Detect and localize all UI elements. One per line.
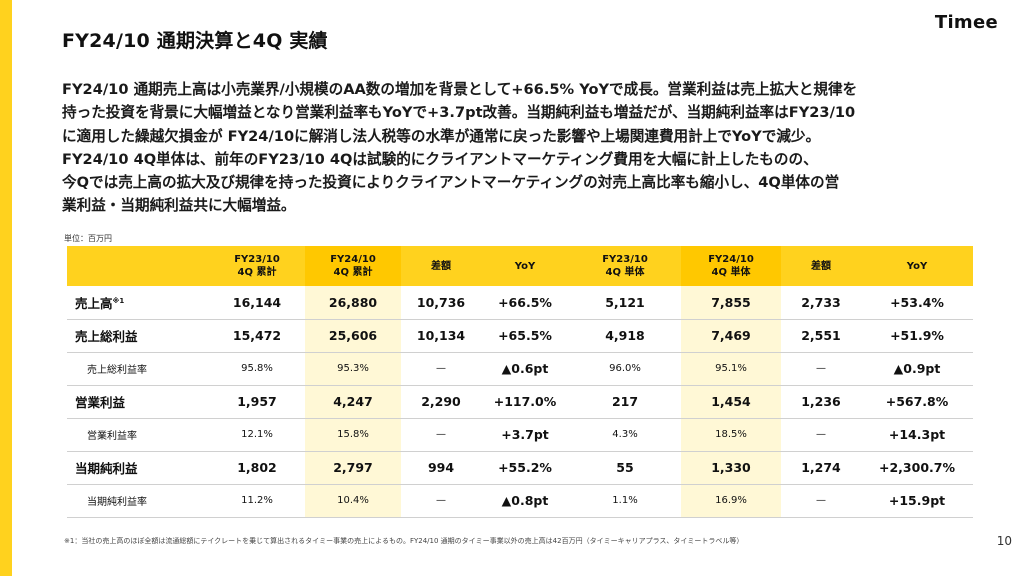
table-cell: 1,236 [781, 385, 861, 419]
table-cell: 1,454 [681, 385, 781, 419]
table-cell: +3.7pt [481, 418, 569, 452]
table-cell: +15.9pt [861, 484, 973, 518]
table-cell: 4.3% [569, 418, 681, 452]
table-cell: +51.9% [861, 319, 973, 353]
table-cell: 7,855 [681, 286, 781, 320]
unit-label: 単位：百万円 [64, 234, 112, 243]
table-cell: 7,469 [681, 319, 781, 353]
table-cell: 5,121 [569, 286, 681, 320]
table-cell: 10,134 [401, 319, 481, 353]
header-cell [67, 246, 209, 286]
table-cell: 217 [569, 385, 681, 419]
table-cell: 2,797 [305, 451, 401, 485]
header-cell: FY24/10 4Q 単体 [681, 246, 781, 286]
table-cell: — [401, 352, 481, 386]
table-cell: 25,606 [305, 319, 401, 353]
table-cell: — [781, 484, 861, 518]
table-cell: 2,551 [781, 319, 861, 353]
table-cell: 1,957 [209, 385, 305, 419]
table-cell: — [401, 418, 481, 452]
header-cell: FY23/10 4Q 単体 [569, 246, 681, 286]
table-cell: — [401, 484, 481, 518]
table-cell: 26,880 [305, 286, 401, 320]
header-cell: FY24/10 4Q 累計 [305, 246, 401, 286]
row-label: 営業利益 [67, 385, 209, 419]
table-cell: 96.0% [569, 352, 681, 386]
header-cell: 差額 [401, 246, 481, 286]
table-cell: +567.8% [861, 385, 973, 419]
table-cell: 4,247 [305, 385, 401, 419]
summary-line: に適用した繰越欠損金が FY24/10に解消し法人税等の水準が通常に戻った影響や… [62, 127, 821, 145]
table-cell: 1,802 [209, 451, 305, 485]
table-cell: ▲0.8pt [481, 484, 569, 518]
header-cell: YoY [861, 246, 973, 286]
table-cell: 1,330 [681, 451, 781, 485]
table-cell: — [781, 418, 861, 452]
table-cell: 1.1% [569, 484, 681, 518]
table-cell: 16,144 [209, 286, 305, 320]
page-title: FY24/10 通期決算と4Q 実績 [62, 30, 328, 52]
table-cell: +55.2% [481, 451, 569, 485]
table-cell: 95.3% [305, 352, 401, 386]
table-cell: ▲0.6pt [481, 352, 569, 386]
table-cell: 12.1% [209, 418, 305, 452]
table-cell: 994 [401, 451, 481, 485]
table-cell: 18.5% [681, 418, 781, 452]
table-row: 当期純利益率 11.2% 10.4% — ▲0.8pt 1.1% 16.9% — +15.9pt [67, 484, 973, 518]
table-cell: 15,472 [209, 319, 305, 353]
timee-logo: Timee [934, 12, 998, 33]
summary-text: FY24/10 通期売上高は小売業界/小規模のAA数の増加を背景として+66.5… [62, 78, 982, 218]
row-label: 売上高※1 [67, 286, 209, 320]
header-cell: YoY [481, 246, 569, 286]
table-row: 営業利益 1,957 4,247 2,290 +117.0% 217 1,454 1,236 +… [67, 385, 973, 419]
table-cell: +117.0% [481, 385, 569, 419]
table-cell: 95.1% [681, 352, 781, 386]
row-label: 当期純利益率 [67, 484, 209, 518]
table-cell: 55 [569, 451, 681, 485]
header-cell: FY23/10 4Q 累計 [209, 246, 305, 286]
summary-line: 持った投資を背景に大幅増益となり営業利益率もYoYで+3.7pt改善。当期純利益… [62, 104, 856, 122]
table-cell: +66.5% [481, 286, 569, 320]
summary-line: 今Qでは売上高の拡大及び規律を持った投資によりクライアントマーケティングの対売上… [62, 174, 840, 192]
table-cell: — [781, 352, 861, 386]
table-cell: 10.4% [305, 484, 401, 518]
table-cell: 4,918 [569, 319, 681, 353]
row-label: 当期純利益 [67, 451, 209, 485]
table-cell: +14.3pt [861, 418, 973, 452]
table-row: 営業利益率 12.1% 15.8% — +3.7pt 4.3% 18.5% — +14.3pt [67, 418, 973, 452]
header-cell: 差額 [781, 246, 861, 286]
financial-table: FY23/10 4Q 累計 FY24/10 4Q 累計 差額 YoY FY23/10… [67, 246, 973, 518]
row-label: 売上総利益率 [67, 352, 209, 386]
table-cell: 10,736 [401, 286, 481, 320]
table-cell: 1,274 [781, 451, 861, 485]
table-cell: +53.4% [861, 286, 973, 320]
table-cell: 15.8% [305, 418, 401, 452]
table-cell: ▲0.9pt [861, 352, 973, 386]
table-cell: +65.5% [481, 319, 569, 353]
table-cell: 16.9% [681, 484, 781, 518]
table-header-row: FY23/10 4Q 累計 FY24/10 4Q 累計 差額 YoY FY23/10… [67, 246, 973, 286]
table-row: 売上総利益 15,472 25,606 10,134 +65.5% 4,918 7,469 2… [67, 319, 973, 353]
table-row: 売上高※1 16,144 26,880 10,736 +66.5% 5,121 7,855 2… [67, 286, 973, 320]
summary-line: 業利益・当期純利益共に大幅増益。 [62, 197, 296, 215]
page-number: 10 [996, 534, 1012, 548]
table-cell: 2,290 [401, 385, 481, 419]
row-label: 売上総利益 [67, 319, 209, 353]
table-row: 売上総利益率 95.8% 95.3% — ▲0.6pt 96.0% 95.1% — ▲0.9pt [67, 352, 973, 386]
footnote-marker: ※1 [112, 296, 125, 305]
summary-line: FY24/10 通期売上高は小売業界/小規模のAA数の増加を背景として+66.5… [62, 81, 858, 98]
slide: FY24/10 通期決算と4Q 実績 Timee FY24/10 通期売上高は小… [12, 0, 1024, 576]
table-cell: 11.2% [209, 484, 305, 518]
row-label: 営業利益率 [67, 418, 209, 452]
table-cell: 2,733 [781, 286, 861, 320]
table-cell: 95.8% [209, 352, 305, 386]
table-cell: +2,300.7% [861, 451, 973, 485]
summary-line: FY24/10 4Q単体は、前年のFY23/10 4Qは試験的にクライアントマー… [62, 150, 818, 168]
footnote: ※1：当社の売上高のほぼ全額は流通総額にテイクレートを乗じて算出されるタイミー事… [64, 537, 744, 545]
table-row: 当期純利益 1,802 2,797 994 +55.2% 55 1,330 1,274 +2,3… [67, 451, 973, 485]
